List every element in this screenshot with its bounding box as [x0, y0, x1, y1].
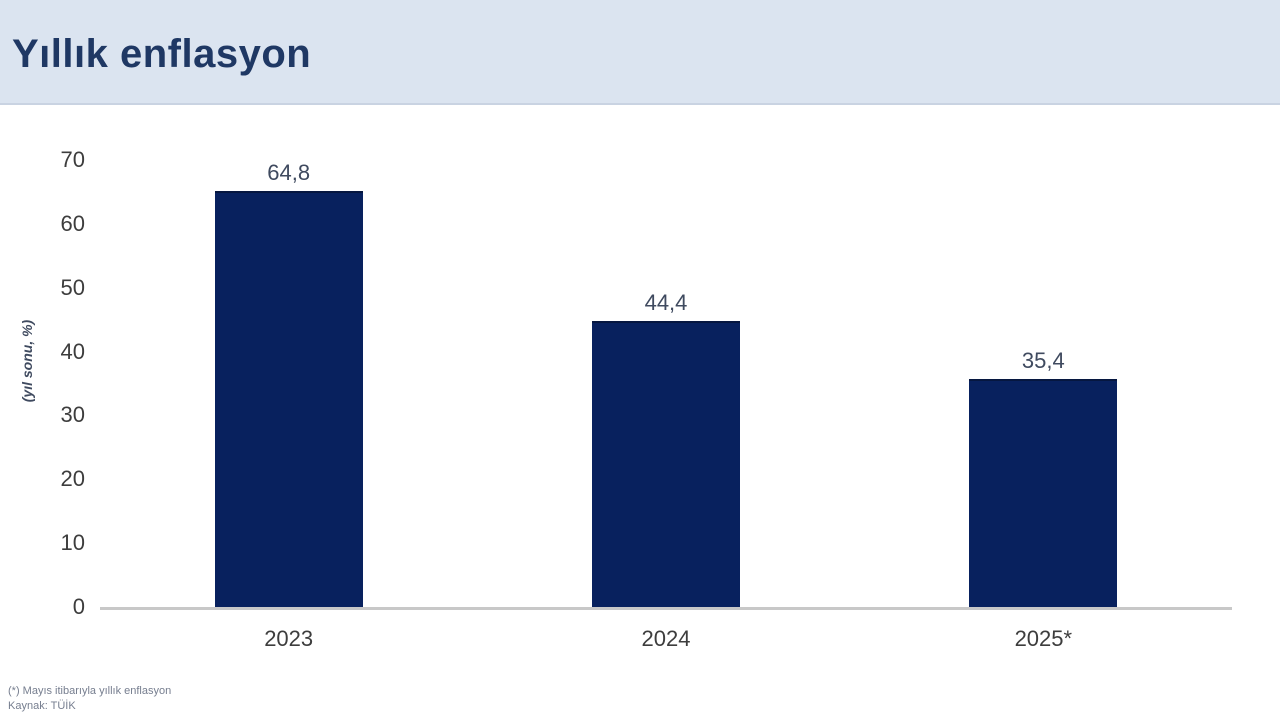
source-note: Kaynak: TÜİK: [8, 700, 76, 712]
page-title: Yıllık enflasyon: [12, 32, 312, 76]
y-tick-label: 30: [60, 402, 85, 428]
bar-slot: 44,4 2024: [477, 160, 854, 651]
bar: [591, 321, 740, 607]
bar-value-label: 35,4: [1021, 347, 1065, 373]
y-tick-label: 40: [60, 338, 85, 364]
footer: (*) Mayıs itibarıyla yıllık enflasyon Ka…: [8, 684, 171, 714]
y-tick-label: 70: [60, 147, 85, 172]
bar: [214, 191, 363, 607]
bar-value-label: 44,4: [644, 290, 688, 316]
y-axis: 0 10 20 30 40 50 60 70: [0, 149, 85, 618]
y-tick-label: 20: [60, 466, 85, 492]
x-tick-label: 2025*: [1014, 626, 1073, 651]
bar-value-label: 64,8: [267, 160, 311, 186]
bar-slot: 64,8 2023: [100, 160, 477, 651]
bar-slot: 35,4 2025*: [855, 160, 1232, 651]
x-tick-label: 2023: [264, 626, 314, 651]
y-tick-label: 0: [72, 594, 85, 619]
plot-area: 64,8 2023 44,4 2024 35,4 2025*: [100, 160, 1232, 651]
y-tick-label: 50: [60, 274, 85, 300]
y-tick-label: 10: [60, 530, 85, 556]
y-tick-label: 60: [60, 210, 85, 236]
x-tick-label: 2024: [641, 626, 691, 651]
bar: [969, 378, 1118, 607]
footnote: (*) Mayıs itibarıyla yıllık enflasyon: [8, 685, 172, 697]
header-band: Yıllık enflasyon: [0, 0, 1280, 105]
